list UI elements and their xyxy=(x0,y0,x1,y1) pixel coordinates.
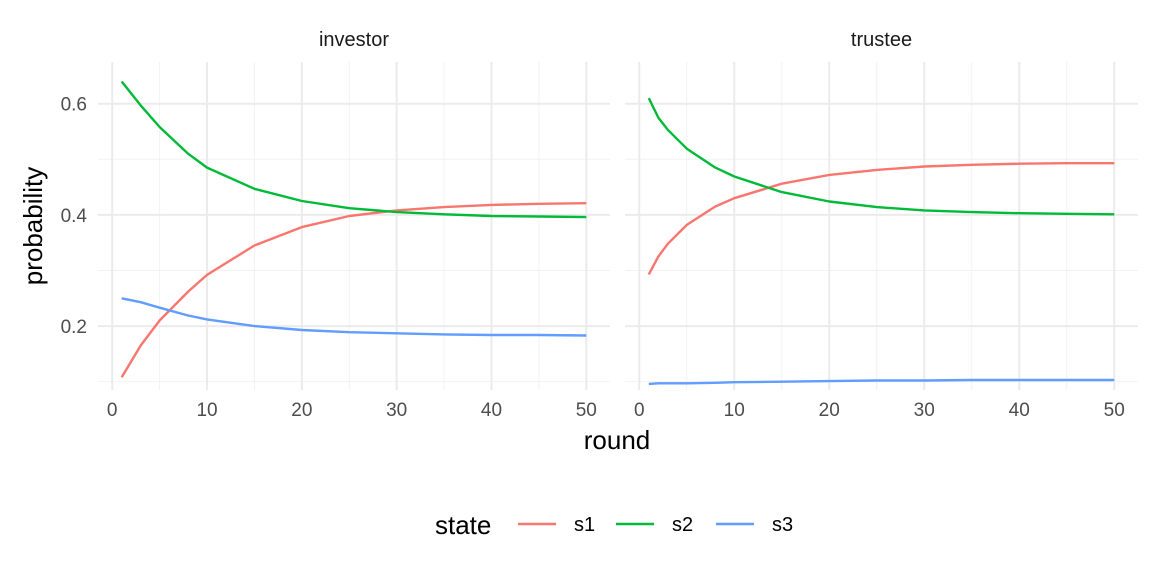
series-line-s3 xyxy=(648,378,1115,386)
x-tick-label: 30 xyxy=(386,400,407,421)
series-line-s1 xyxy=(120,202,587,378)
legend-title: state xyxy=(435,510,491,540)
facet-title: investor xyxy=(319,29,389,51)
x-tick-label: 20 xyxy=(819,400,840,421)
series-line-s1 xyxy=(647,162,1115,275)
x-tick-label: 50 xyxy=(1104,400,1125,421)
x-tick-label: 0 xyxy=(107,400,118,421)
x-axis-title: round xyxy=(584,425,651,455)
x-tick-label: 0 xyxy=(634,400,645,421)
x-tick-label: 50 xyxy=(576,400,597,421)
y-tick-label: 0.4 xyxy=(61,206,88,227)
legend-label-s2: s2 xyxy=(672,514,693,536)
legend: state s1 s2 s3 xyxy=(435,510,793,540)
y-axis-title: probability xyxy=(18,167,48,286)
y-tick-label: 0.2 xyxy=(61,317,87,338)
x-tick-label: 20 xyxy=(291,400,312,421)
x-tick-label: 30 xyxy=(914,400,935,421)
panel-trustee: trustee 0 10 20 30 40 50 xyxy=(625,29,1138,421)
x-tick-label: 10 xyxy=(724,400,745,421)
x-tick-label: 40 xyxy=(481,400,502,421)
series-line-s3 xyxy=(121,297,587,337)
legend-label-s3: s3 xyxy=(772,514,793,536)
series-line-s2 xyxy=(120,80,587,219)
panel-investor: investor 0 10 20 30 40 50 xyxy=(98,29,610,421)
legend-label-s1: s1 xyxy=(574,514,595,536)
y-tick-label: 0.6 xyxy=(61,95,87,116)
facet-title: trustee xyxy=(851,29,912,51)
x-tick-label: 40 xyxy=(1009,400,1030,421)
x-tick-label: 10 xyxy=(196,400,217,421)
series-line-s2 xyxy=(647,97,1115,216)
